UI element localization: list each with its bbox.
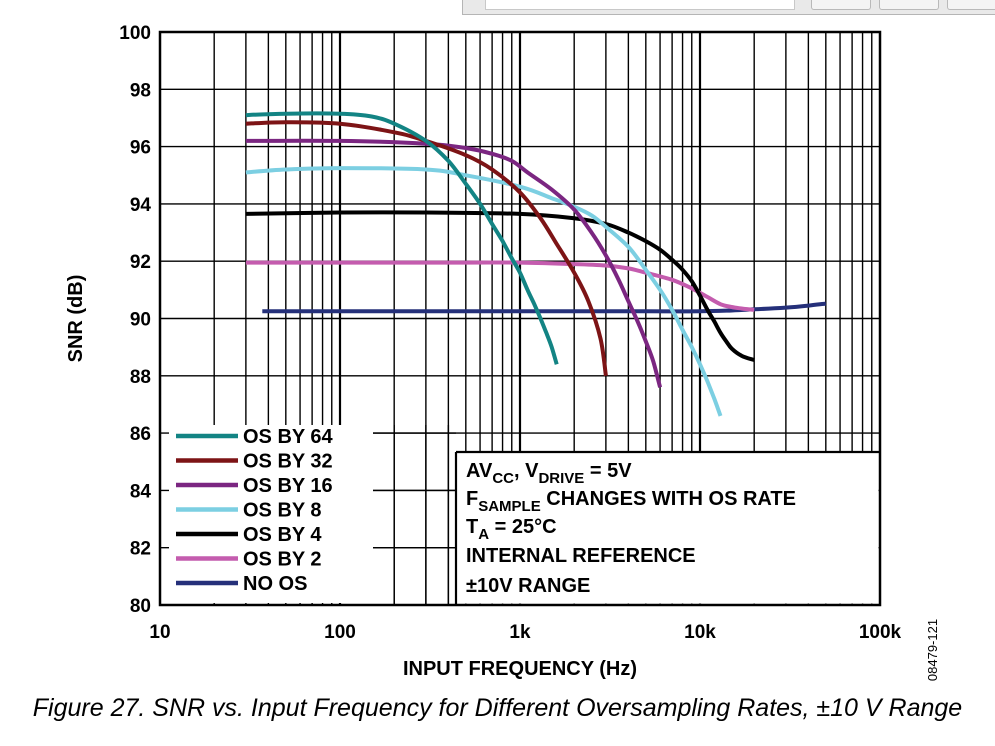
toolbar-button-fragment[interactable]	[879, 0, 939, 10]
legend-label-os-by-64: OS BY 64	[243, 426, 334, 448]
note-line-3: TA = 25°C	[466, 516, 557, 543]
legend-label-os-by-8: OS BY 8	[243, 500, 322, 522]
series-line-os-by-2	[245, 260, 755, 312]
figure-caption: Figure 27. SNR vs. Input Frequency for D…	[32, 694, 963, 722]
y-tick-label: 90	[130, 310, 151, 331]
snr-chart: 10 100 1k 10k 100k 80 82 84 86 88 90 92 94 96 98 100 I…	[65, 23, 940, 681]
overlay-panels	[169, 425, 880, 605]
y-tick-label: 88	[130, 367, 151, 388]
conditions-note: AVCC, VDRIVE = 5V FSAMPLE CHANGES WITH O…	[466, 460, 796, 597]
x-tick-label: 10k	[684, 622, 716, 643]
plot-frame	[158, 30, 882, 607]
series-line-os-by-64	[245, 111, 559, 365]
y-tick-label: 86	[130, 424, 151, 445]
legend-label-os-by-16: OS BY 16	[243, 475, 333, 497]
y-tick-label: 82	[130, 539, 151, 560]
x-tick-labels: 10 100 1k 10k 100k	[149, 622, 901, 643]
figure-id: 08479-121	[925, 619, 940, 681]
y-tick-label: 92	[130, 252, 151, 273]
series-line-os-by-4	[245, 210, 755, 362]
series-line-os-by-8	[245, 166, 723, 417]
x-axis-title: INPUT FREQUENCY (Hz)	[403, 658, 637, 680]
x-tick-label: 10	[149, 622, 170, 643]
toolbar-button-fragment[interactable]	[811, 0, 871, 10]
legend-label-os-by-32: OS BY 32	[243, 451, 333, 473]
legend-label-os-by-4: OS BY 4	[243, 524, 322, 546]
x-tick-label: 1k	[509, 622, 531, 643]
note-background	[456, 452, 879, 604]
y-tick-label: 100	[119, 23, 151, 44]
legend-background	[169, 425, 373, 603]
x-tick-label: 100k	[859, 622, 902, 643]
note-line-2: FSAMPLE CHANGES WITH OS RATE	[466, 488, 796, 515]
series-line-no-os	[262, 301, 827, 314]
y-tick-labels: 80 82 84 86 88 90 92 94 96 98 100	[119, 23, 151, 617]
note-line-5: ±10V RANGE	[466, 575, 590, 597]
browser-toolbar-fragment	[462, 0, 995, 15]
address-field-fragment[interactable]	[485, 0, 795, 10]
series-line-os-by-32	[245, 120, 608, 377]
legend-label-no-os: NO OS	[243, 573, 307, 595]
toolbar-button-fragment[interactable]	[947, 0, 995, 10]
series-curves	[245, 111, 827, 417]
y-tick-label: 96	[130, 138, 151, 159]
y-tick-label: 98	[130, 80, 151, 101]
y-tick-label: 84	[130, 481, 152, 502]
y-tick-label: 94	[130, 195, 152, 216]
y-tick-label: 80	[130, 596, 151, 617]
legend-label-os-by-2: OS BY 2	[243, 549, 322, 571]
note-line-4: INTERNAL REFERENCE	[466, 545, 696, 567]
x-tick-label: 100	[324, 622, 356, 643]
y-axis-title: SNR (dB)	[65, 275, 87, 363]
note-line-1: AVCC, VDRIVE = 5V	[466, 460, 632, 487]
